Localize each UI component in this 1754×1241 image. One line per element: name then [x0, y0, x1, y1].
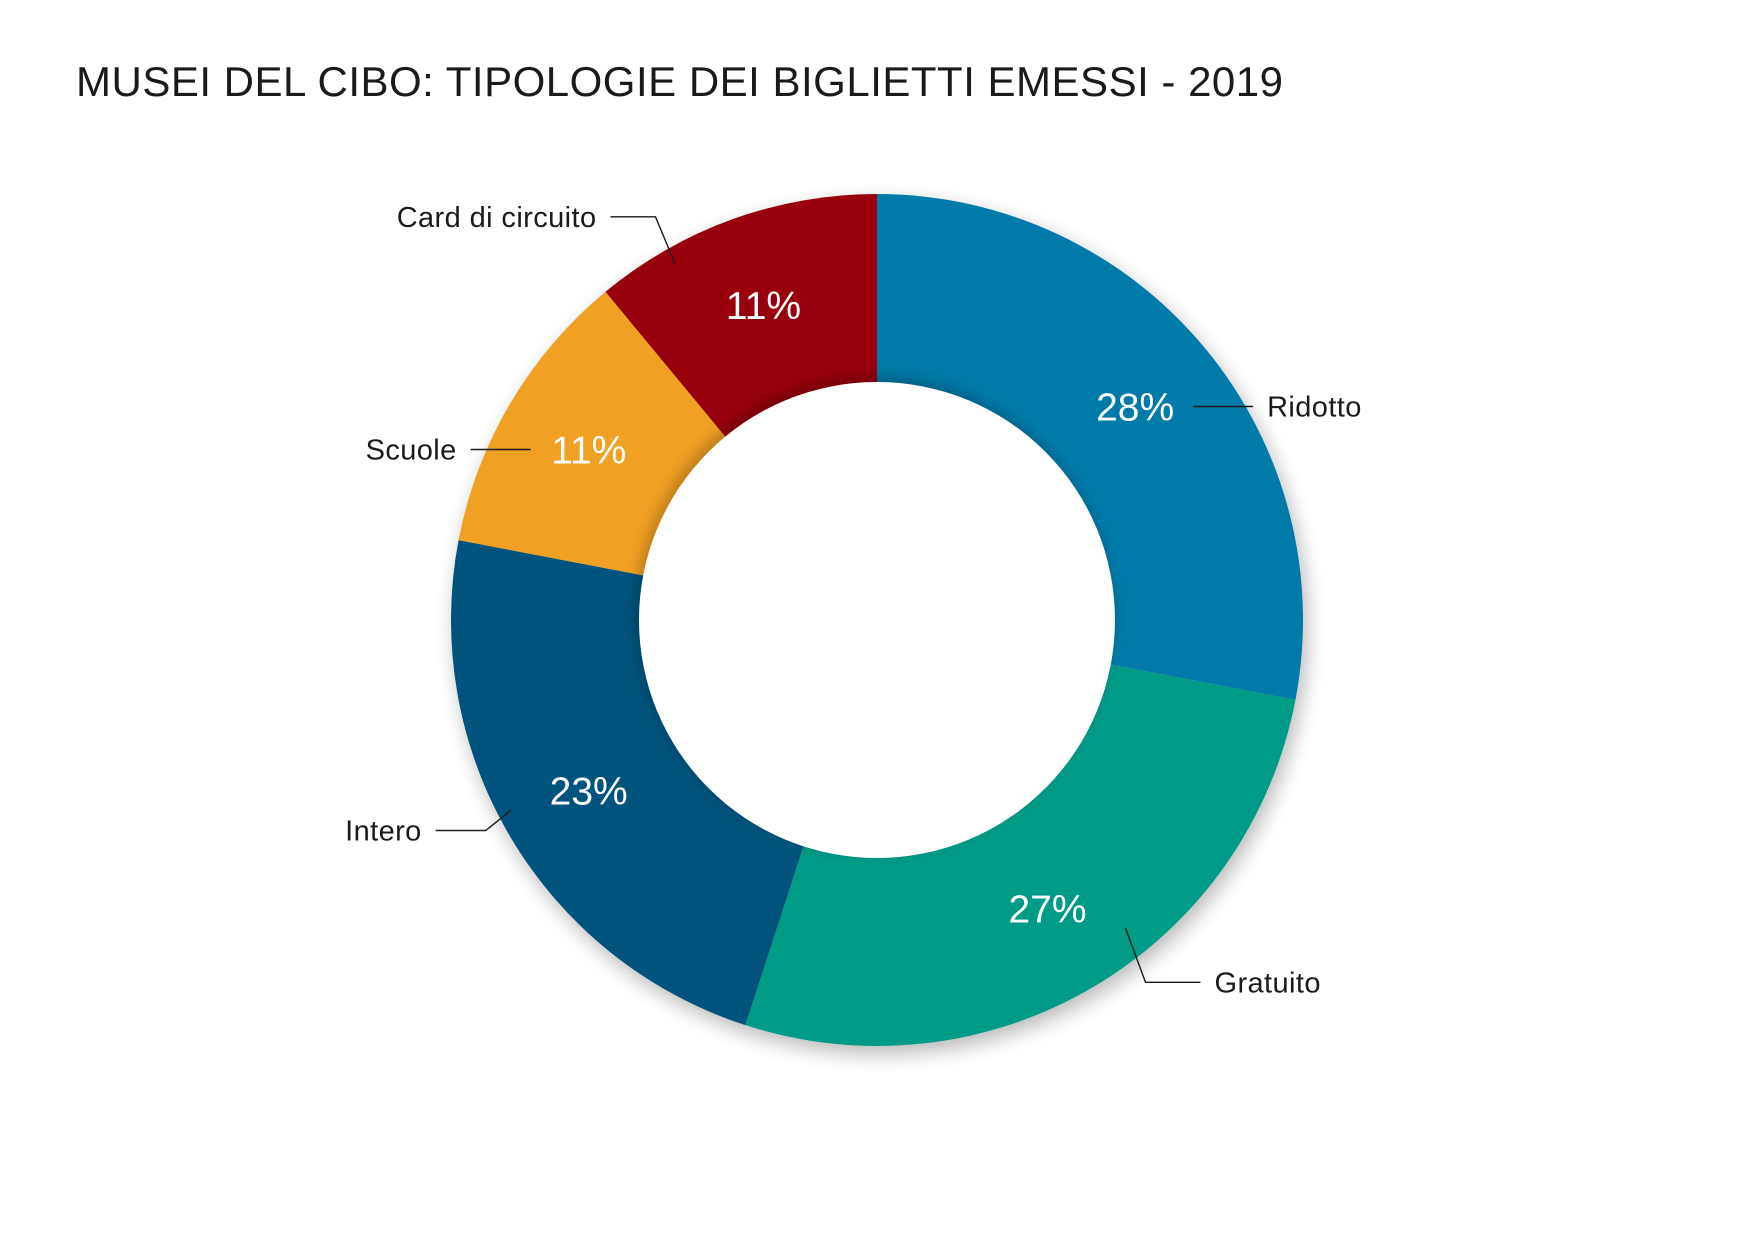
category-label-intero: Intero: [345, 816, 422, 848]
donut-hole: [639, 382, 1115, 858]
leader-lines: [435, 216, 1254, 983]
category-label-gratuito: Gratuito: [1215, 967, 1321, 999]
value-label-gratuito: 27%: [1008, 888, 1086, 931]
category-label-card-di-circuito: Card di circuito: [397, 202, 597, 234]
value-label-card-di-circuito: 11%: [726, 285, 801, 328]
leader-line-card-di-circuito: [610, 216, 677, 266]
category-labels: Ridotto Gratuito Intero Scuole Card di circu…: [345, 202, 1362, 999]
category-label-scuole: Scuole: [366, 435, 457, 467]
value-label-ridotto: 28%: [1096, 387, 1174, 430]
value-labels: 28% 27% 23% 11% 11%: [550, 285, 1174, 932]
leader-line-gratuito: [1124, 928, 1201, 983]
leader-line-intero: [435, 809, 512, 832]
value-label-scuole: 11%: [551, 430, 626, 473]
chart-title: MUSEI DEL CIBO: TIPOLOGIE DEI BIGLIETTI …: [76, 58, 1284, 105]
category-label-ridotto: Ridotto: [1267, 392, 1362, 424]
value-label-intero: 23%: [550, 771, 628, 814]
